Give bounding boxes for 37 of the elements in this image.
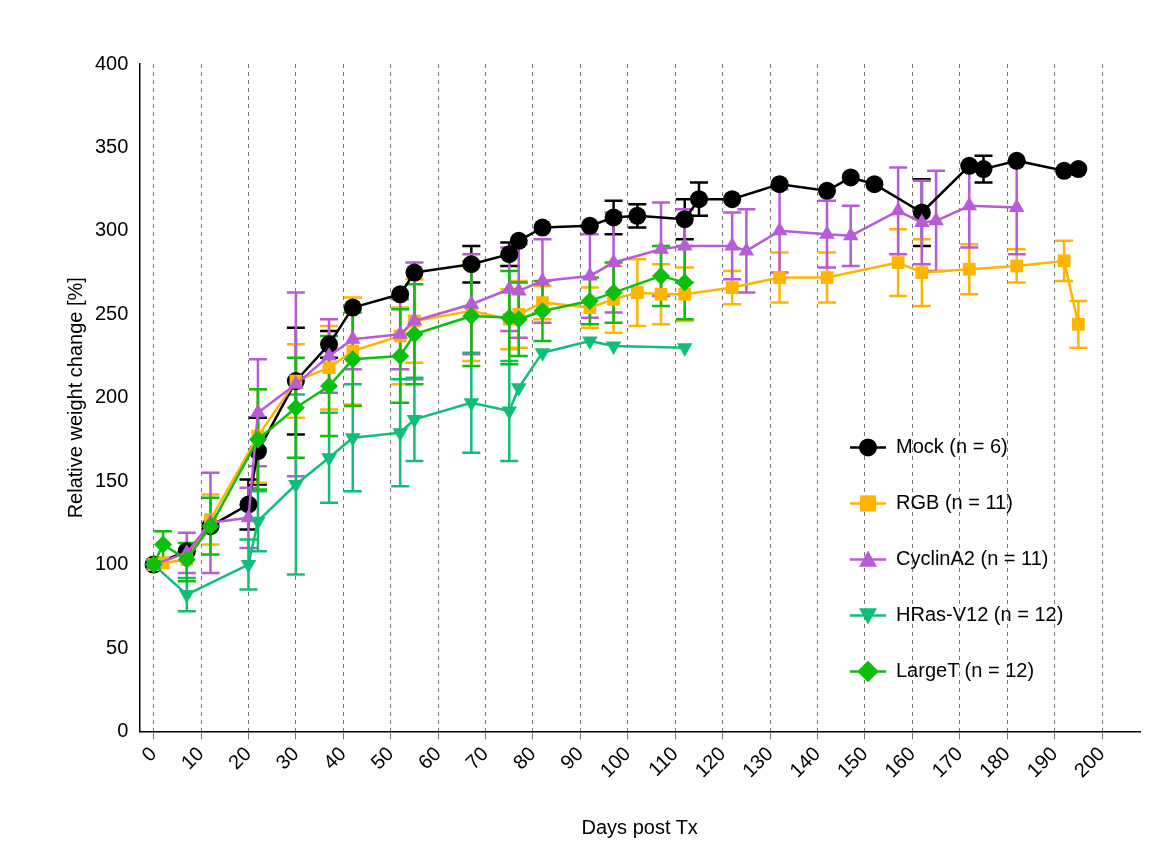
y-tick-label: 400 bbox=[94, 51, 129, 74]
y-tick-label: 300 bbox=[94, 218, 129, 241]
y-axis-title: Relative weight change [%] bbox=[63, 277, 86, 519]
y-tick-label: 350 bbox=[94, 134, 129, 157]
legend-label: RGB (n = 11) bbox=[896, 490, 1013, 513]
x-tick-label: 130 bbox=[737, 742, 777, 782]
x-tick-label: 180 bbox=[974, 742, 1014, 782]
x-tick-label: 140 bbox=[785, 742, 825, 782]
y-tick-label: 50 bbox=[106, 635, 129, 658]
legend-label: HRas-V12 (n = 12) bbox=[896, 602, 1064, 625]
x-tick-label: 30 bbox=[271, 742, 303, 774]
y-tick-label: 100 bbox=[94, 552, 129, 575]
y-tick-label: 200 bbox=[94, 385, 129, 408]
x-tick-label: 100 bbox=[595, 742, 635, 782]
legend-label: CyclinA2 (n = 11) bbox=[896, 546, 1049, 569]
x-tick-label: 90 bbox=[555, 742, 588, 774]
x-axis-title: Days post Tx bbox=[581, 815, 698, 838]
x-tick-label: 60 bbox=[413, 742, 445, 774]
x-tick-label: 20 bbox=[223, 742, 256, 774]
x-tick-label: 170 bbox=[927, 742, 967, 782]
x-tick-label: 190 bbox=[1022, 742, 1062, 782]
x-tick-label: 150 bbox=[832, 742, 872, 782]
x-tick-label: 50 bbox=[366, 742, 398, 774]
x-tick-label: 160 bbox=[879, 742, 920, 782]
y-tick-label: 250 bbox=[94, 301, 129, 324]
legend-label: LargeT (n = 12) bbox=[896, 658, 1035, 681]
x-tick-label: 70 bbox=[461, 742, 493, 774]
x-tick-label: 200 bbox=[1069, 742, 1109, 782]
y-tick-label: 150 bbox=[94, 468, 129, 491]
x-tick-label: 0 bbox=[136, 742, 161, 766]
x-tick-label: 10 bbox=[176, 742, 208, 774]
legend-label: Mock (n = 6) bbox=[896, 434, 1008, 457]
x-tick-label: 80 bbox=[508, 742, 540, 774]
x-tick-label: 40 bbox=[318, 742, 351, 774]
y-tick-label: 0 bbox=[117, 718, 129, 741]
x-tick-label: 120 bbox=[690, 742, 730, 782]
x-tick-label: 110 bbox=[643, 742, 682, 781]
